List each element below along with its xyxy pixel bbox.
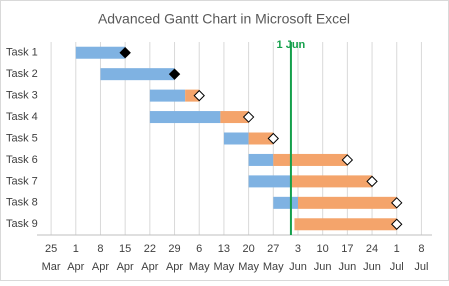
y-tick-label: Task 8 [6,197,38,209]
bar [297,196,397,209]
x-tick-label: 6 May [189,243,210,273]
deadline-marker [193,89,205,102]
bar [100,68,175,81]
bar [248,175,291,188]
x-tick-label: 8 Apr [92,243,109,273]
x-tick-label: 29 Apr [166,243,183,273]
bar [273,153,348,166]
x-tick-label: 13 May [214,243,235,273]
x-tick-label: 24 Jun [363,243,381,273]
y-tick-label: Task 3 [6,90,38,102]
y-tick-label: Task 4 [6,111,38,123]
x-tick-label: 10 Jun [314,243,332,273]
bar [273,196,298,209]
today-label: 1 Jun [277,39,306,51]
bar [149,89,186,102]
y-tick-label: Task 5 [6,132,38,144]
chart-title: Advanced Gantt Chart in Microsoft Excel [98,11,350,27]
deadline-marker [391,218,403,230]
bar [248,132,274,145]
y-tick-label: Task 7 [6,175,38,187]
x-tick-label: 27 May [263,243,284,273]
deadline-marker [168,68,181,80]
bar [294,218,397,231]
x-tick-label: 3 Jun [289,243,307,273]
y-tick-label: Task 6 [6,154,38,166]
deadline-marker [366,175,378,188]
deadline-marker [119,47,131,59]
deadline-marker [267,132,280,145]
bar [149,111,221,124]
bar [220,111,249,124]
deadline-marker [242,111,255,123]
bar [75,46,126,59]
y-tick-label: Task 2 [6,68,38,80]
deadline-marker [391,197,403,209]
x-tick-label: 17 Jun [338,243,356,273]
bar [223,132,249,145]
deadline-marker [341,154,354,166]
x-tick-label: 15 Apr [117,243,134,273]
x-tick-label: 1 Apr [67,243,84,273]
y-tick-label: Task 1 [6,47,38,59]
x-tick-label: 8 Jul [414,243,428,273]
x-tick-label: 20 May [238,243,259,273]
x-tick-label: 25 Mar [42,243,61,273]
x-tick-label: 22 Apr [141,243,158,273]
bar [290,175,373,188]
bar [185,89,200,102]
y-tick-label: Task 9 [6,218,38,230]
bar [248,153,274,166]
x-tick-label: 1 Jul [390,243,404,273]
